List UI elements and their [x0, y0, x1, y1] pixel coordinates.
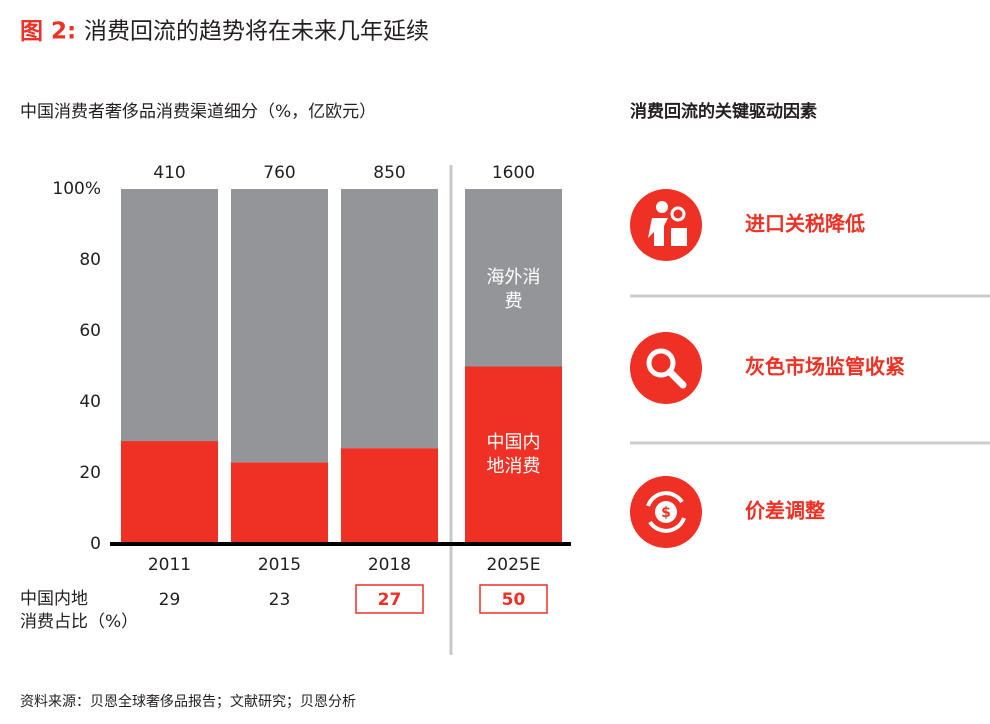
share-label: 27 [378, 590, 402, 610]
chart-subtitle: 中国消费者奢侈品消费渠道细分（%，亿欧元） [20, 102, 376, 122]
x-tick-label: 2011 [148, 555, 191, 575]
highlight-box [355, 584, 424, 614]
drivers-title: 消费回流的关键驱动因素 [630, 101, 817, 122]
page-title: 消费回流的趋势将在未来几年延续 [84, 19, 429, 45]
x-tick-label: 2025E [486, 555, 540, 575]
driver-label: 进口关税降低 [745, 212, 865, 236]
highlight-box [479, 584, 548, 614]
y-tick-label: 0 [90, 534, 101, 554]
y-tick-label: 60 [79, 321, 101, 341]
x-tick-label: 2015 [258, 555, 301, 575]
total-label: 410 [153, 163, 185, 183]
total-label: 760 [263, 163, 295, 183]
bar-segment [465, 366, 562, 544]
icon-price: $ [630, 476, 702, 548]
icon-tariff [630, 189, 702, 261]
share-row-label: 中国内地 [20, 589, 88, 609]
driver-label: 灰色市场监管收紧 [745, 355, 905, 379]
y-tick-label: 20 [79, 463, 101, 483]
driver-label: 价差调整 [745, 499, 825, 523]
bar-segment [231, 189, 328, 463]
y-tick-label: 80 [79, 250, 101, 270]
bar-segment [231, 462, 328, 544]
series-label: 中国内地消费 [486, 432, 541, 478]
icon-search [630, 332, 702, 404]
total-label: 850 [373, 163, 405, 183]
y-tick-label: 40 [79, 392, 101, 412]
source: 资料来源：贝恩全球奢侈品报告；文献研究；贝恩分析 [20, 693, 356, 710]
bar-segment [341, 448, 438, 544]
bar-segment [121, 189, 218, 442]
share-row-label: 消费占比（%） [20, 612, 138, 632]
figure-label: 图 2: [20, 19, 76, 45]
share-label: 29 [159, 590, 181, 610]
bar-segment [341, 189, 438, 449]
series-label: 海外消费 [486, 266, 541, 312]
x-tick-label: 2018 [368, 555, 411, 575]
svg-text:$: $ [661, 505, 671, 521]
bar-segment [465, 189, 562, 367]
y-tick-label: 100% [52, 179, 101, 199]
total-label: 1600 [492, 163, 535, 183]
share-label: 23 [269, 590, 291, 610]
bar-segment [121, 441, 218, 544]
share-label: 50 [502, 590, 526, 610]
